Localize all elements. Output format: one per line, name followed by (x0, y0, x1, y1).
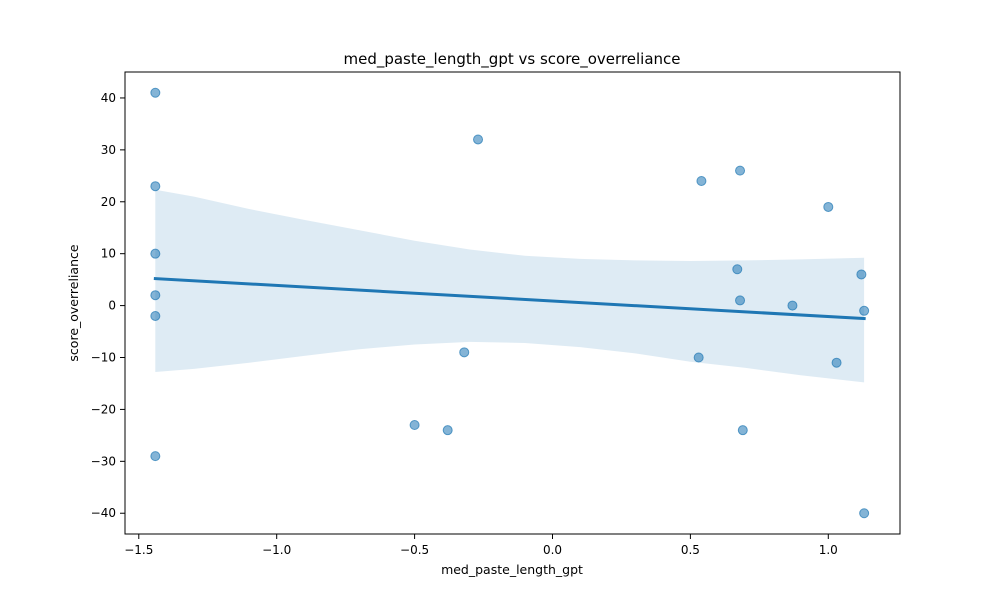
y-tick-label: 10 (101, 247, 116, 261)
x-tick-label: −1.5 (124, 543, 153, 557)
regression-line (153, 277, 866, 321)
data-point (473, 134, 484, 145)
chart-title: med_paste_length_gpt vs score_overrelian… (343, 50, 680, 69)
data-point (696, 176, 707, 187)
data-points-layer (150, 87, 870, 519)
data-point (150, 87, 161, 98)
data-point (409, 419, 420, 430)
data-point (735, 165, 746, 176)
regression-line-layer (153, 277, 866, 321)
x-tick-label: −1.0 (262, 543, 291, 557)
data-point (442, 425, 453, 436)
data-point (732, 264, 743, 275)
confidence-band-layer (155, 189, 865, 383)
data-point (856, 269, 867, 280)
data-point (859, 508, 870, 519)
data-point (737, 425, 748, 436)
confidence-band (155, 189, 865, 383)
data-point (787, 300, 798, 311)
y-tick-label: −20 (91, 402, 116, 416)
y-tick-label: −40 (91, 506, 116, 520)
plot-area-frame (124, 71, 901, 535)
data-point (823, 201, 834, 212)
y-tick-label: −30 (91, 454, 116, 468)
x-tick-label: 0.0 (543, 543, 562, 557)
y-axis-label: score_overreliance (66, 244, 81, 361)
y-tick-label: 0 (108, 299, 116, 313)
x-axis-ticks: −1.5 −1.0 −0.5 0.0 0.5 1.0 (124, 534, 838, 557)
data-point (150, 451, 161, 462)
x-tick-label: 0.5 (681, 543, 700, 557)
y-tick-label: 30 (101, 143, 116, 157)
data-point (735, 295, 746, 306)
y-tick-label: 40 (101, 91, 116, 105)
data-point (693, 352, 704, 363)
data-point (150, 181, 161, 192)
data-point (150, 290, 161, 301)
data-point (859, 305, 870, 316)
data-point (150, 310, 161, 321)
data-point (150, 248, 161, 259)
x-tick-label: 1.0 (819, 543, 838, 557)
y-axis-ticks: −40 −30 −20 −10 0 10 20 30 40 (91, 91, 125, 520)
data-point (459, 347, 470, 358)
x-tick-label: −0.5 (400, 543, 429, 557)
x-axis-label: med_paste_length_gpt (441, 562, 583, 577)
data-point (831, 357, 842, 368)
y-tick-label: −10 (91, 351, 116, 365)
y-tick-label: 20 (101, 195, 116, 209)
